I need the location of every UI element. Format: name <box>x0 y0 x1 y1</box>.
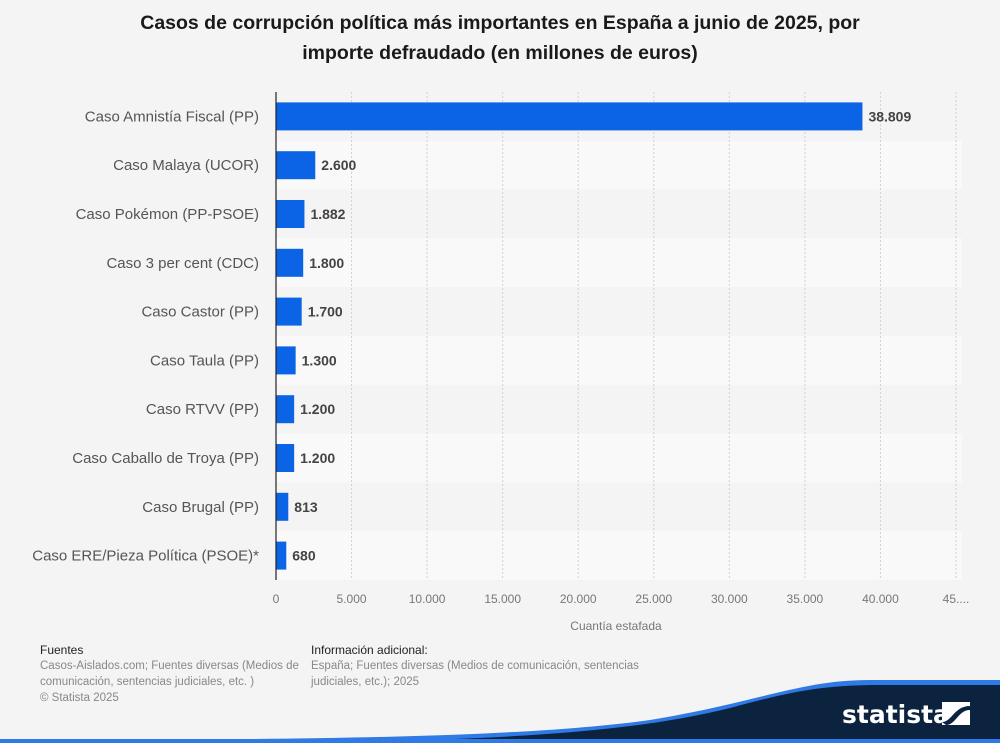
bar[interactable] <box>276 151 316 180</box>
x-tick-label: 30.000 <box>711 592 748 606</box>
x-tick-label: 0 <box>273 592 280 606</box>
statista-logo-text: statista <box>842 700 950 729</box>
x-tick-label: 20.000 <box>560 592 597 606</box>
bar[interactable] <box>276 541 287 570</box>
gridlines <box>351 92 957 580</box>
value-labels: 38.809 2.600 1.882 1.800 1.700 1.300 1.200 1.20… <box>292 108 911 563</box>
row-band <box>276 482 962 532</box>
bar[interactable] <box>276 297 302 326</box>
bar[interactable] <box>276 395 295 424</box>
bar-chart: Caso Amnistía Fiscal (PP) Caso Malaya (UC… <box>32 92 970 633</box>
sources-heading: Fuentes <box>40 643 84 657</box>
category-label: Caso 3 per cent (CDC) <box>106 255 259 272</box>
sources-text: Casos-Aislados.com; Fuentes diversas (Me… <box>40 660 299 688</box>
additional-info-heading: Información adicional: <box>311 643 428 657</box>
row-band <box>276 384 962 434</box>
category-label: Caso Caballo de Troya (PP) <box>72 450 259 467</box>
category-label: Caso ERE/Pieza Política (PSOE)* <box>32 548 259 565</box>
row-band <box>276 433 962 483</box>
row-band <box>276 336 962 385</box>
row-band <box>276 189 962 239</box>
x-axis-title: Cuantía estafada <box>570 619 662 633</box>
row-band <box>276 140 962 190</box>
value-label: 38.809 <box>868 108 911 124</box>
row-band <box>276 531 962 580</box>
chart-title-line-1: Casos de corrupción política más importa… <box>140 12 860 34</box>
value-label: 1.200 <box>300 450 335 466</box>
brand-bottom-stripe <box>0 739 1000 743</box>
statista-logo-icon <box>942 702 970 725</box>
category-label: Caso Pokémon (PP-PSOE) <box>76 206 259 223</box>
additional-info-text: España; Fuentes diversas (Medios de comu… <box>311 660 639 688</box>
row-band <box>276 238 962 288</box>
chart-title: Casos de corrupción política más importa… <box>0 8 1000 68</box>
value-label: 1.882 <box>310 206 345 222</box>
category-labels: Caso Amnistía Fiscal (PP) Caso Malaya (UC… <box>32 108 259 564</box>
category-label: Caso Malaya (UCOR) <box>113 157 259 174</box>
value-label: 680 <box>292 548 316 564</box>
x-tick-label: 45.... <box>943 592 970 606</box>
statista-brand-banner[interactable]: statista <box>0 660 1000 743</box>
category-label: Caso RTVV (PP) <box>146 401 259 418</box>
copyright-text: © Statista 2025 <box>40 692 119 704</box>
value-label: 1.800 <box>309 255 344 271</box>
bar[interactable] <box>276 492 289 521</box>
bar[interactable] <box>276 346 296 375</box>
bar[interactable] <box>276 200 305 228</box>
bar[interactable] <box>276 248 304 277</box>
brand-dark-wave <box>200 685 1000 743</box>
x-tick-label: 5.000 <box>337 592 367 606</box>
x-tick-label: 15.000 <box>484 592 521 606</box>
value-label: 1.700 <box>308 304 343 320</box>
category-label: Caso Amnistía Fiscal (PP) <box>85 108 259 125</box>
category-label: Caso Brugal (PP) <box>142 499 259 516</box>
x-tick-label: 10.000 <box>409 592 446 606</box>
sources-block: Fuentes Casos-Aislados.com; Fuentes dive… <box>40 642 300 706</box>
category-label: Caso Taula (PP) <box>150 352 259 369</box>
row-band <box>276 287 962 336</box>
chart-title-line-2: importe defraudado (en millones de euros… <box>302 42 698 64</box>
additional-info-block: Información adicional: España; Fuentes d… <box>311 642 671 690</box>
row-bands <box>276 92 962 580</box>
x-tick-label: 25.000 <box>635 592 672 606</box>
bar[interactable] <box>276 102 863 131</box>
x-tick-label: 40.000 <box>862 592 899 606</box>
x-tick-label: 35.000 <box>787 592 824 606</box>
bar[interactable] <box>276 444 295 472</box>
value-label: 813 <box>294 499 318 515</box>
value-label: 1.200 <box>300 401 335 417</box>
value-label: 1.300 <box>302 352 337 368</box>
category-label: Caso Castor (PP) <box>141 304 259 321</box>
x-tick-labels: 0 5.000 10.000 15.000 20.000 25.000 30.000 35.0… <box>273 592 970 606</box>
bars <box>276 102 863 570</box>
value-label: 2.600 <box>321 157 356 173</box>
